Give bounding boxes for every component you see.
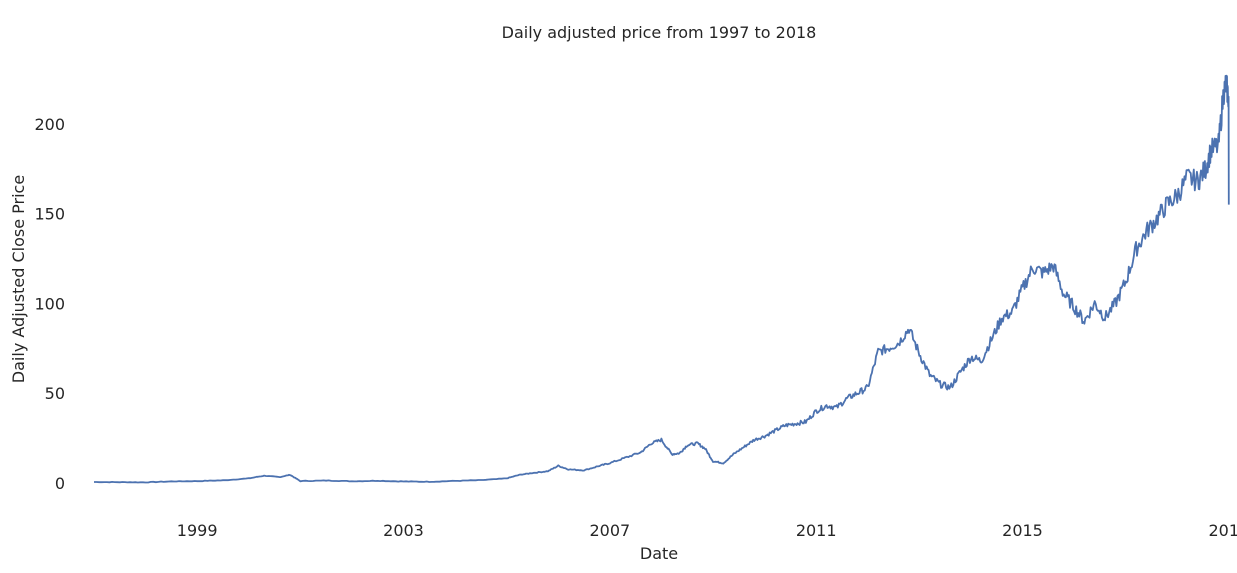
x-axis-label: Date (640, 544, 678, 563)
x-tick-label-1999: 1999 (177, 521, 218, 540)
y-tick-label-100: 100 (34, 294, 65, 313)
y-tick-label-50: 50 (45, 384, 65, 403)
x-tick-label-2003: 2003 (383, 521, 424, 540)
x-tick-label-2015: 2015 (1002, 521, 1043, 540)
x-tick-labels: 1999 2003 2007 2011 2015 2019 (177, 521, 1237, 540)
y-tick-label-0: 0 (55, 474, 65, 493)
x-tick-label-2007: 2007 (589, 521, 630, 540)
y-axis-label: Daily Adjusted Close Price (9, 175, 28, 383)
y-tick-label-150: 150 (34, 205, 65, 224)
x-tick-label-2011: 2011 (796, 521, 837, 540)
chart-title: Daily adjusted price from 1997 to 2018 (502, 23, 817, 42)
series-layer (94, 74, 1230, 484)
series-line-0 (94, 74, 1230, 484)
y-tick-label-200: 200 (34, 115, 65, 134)
y-tick-labels: 0 50 100 150 200 (34, 115, 65, 493)
x-tick-label-2019: 2019 (1208, 521, 1237, 540)
